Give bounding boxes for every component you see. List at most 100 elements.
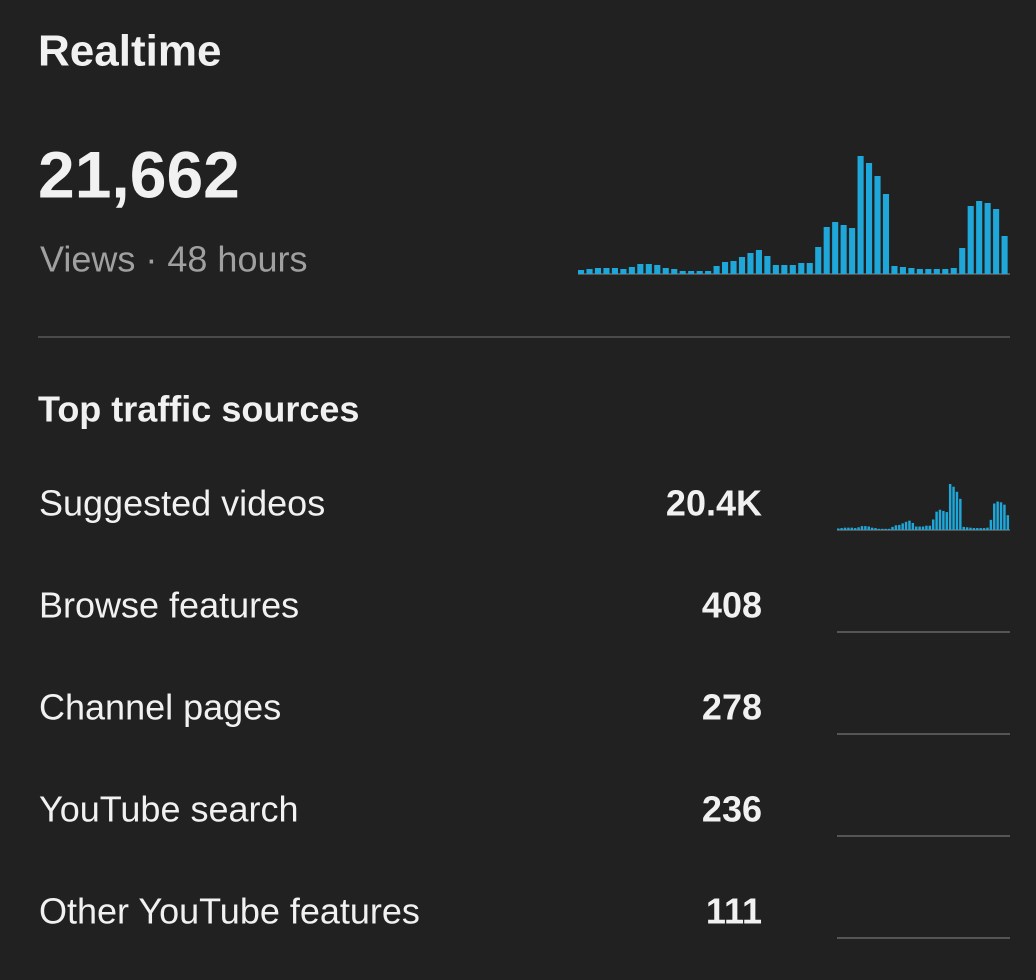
spark-bar (860, 526, 864, 530)
spark-bar (870, 527, 874, 530)
spark-bar (713, 266, 720, 274)
spark-bar (857, 156, 864, 274)
source-name: Channel pages (39, 687, 281, 728)
source-name: YouTube search (39, 789, 299, 830)
spark-bar (671, 269, 678, 274)
spark-bar (850, 527, 854, 530)
spark-bar (874, 528, 877, 530)
source-views: 236 (702, 789, 762, 830)
views-caption: Views · 48 hours (40, 239, 307, 280)
spark-bar (901, 523, 904, 530)
spark-bar (976, 528, 979, 530)
spark-bar (891, 526, 894, 530)
spark-bar (993, 209, 1000, 274)
spark-bar (945, 512, 948, 530)
spark-bar (637, 264, 644, 274)
spark-bar (696, 271, 703, 274)
spark-bar (594, 268, 602, 274)
source-views: 111 (706, 891, 762, 932)
source-views: 20.4K (666, 483, 762, 524)
spark-bar (662, 268, 669, 274)
spark-bar (984, 203, 991, 274)
spark-bar (948, 484, 952, 530)
spark-bar (857, 527, 860, 530)
spark-bar (908, 268, 915, 274)
source-name: Other YouTube features (39, 891, 420, 932)
spark-bar (965, 527, 969, 530)
spark-bar (620, 269, 627, 274)
spark-bar (928, 525, 932, 530)
spark-bar (815, 247, 822, 274)
source-name: Suggested videos (39, 483, 325, 524)
spark-bar (904, 521, 908, 530)
source-views: 408 (702, 585, 762, 626)
spark-bar (1001, 236, 1008, 274)
spark-bar (789, 265, 796, 274)
spark-bar (894, 525, 898, 530)
spark-bar (976, 201, 983, 274)
spark-bar (952, 486, 955, 530)
spark-bar (688, 271, 695, 274)
source-name: Browse features (39, 585, 299, 626)
spark-bar (898, 524, 901, 530)
spark-bar (925, 269, 932, 274)
spark-bar (843, 527, 847, 530)
spark-bar (722, 262, 729, 274)
spark-bar (847, 527, 850, 530)
spark-bar (806, 263, 813, 274)
spark-bar (969, 527, 972, 530)
spark-bar (918, 526, 921, 530)
spark-bar (823, 227, 830, 274)
spark-bar (603, 268, 610, 274)
spark-bar (942, 510, 945, 530)
spark-bar (921, 526, 925, 530)
spark-bar (840, 225, 847, 274)
spark-bar (679, 271, 686, 274)
spark-bar (874, 176, 881, 274)
spark-bar (979, 528, 982, 530)
spark-bar (915, 526, 918, 530)
spark-bar (866, 163, 873, 274)
spark-bar (798, 263, 805, 274)
spark-bar (967, 206, 974, 274)
source-views: 278 (702, 687, 762, 728)
spark-bar (628, 267, 635, 274)
spark-bar (938, 509, 942, 530)
spark-bar (962, 526, 965, 530)
card-title: Realtime (38, 27, 221, 76)
spark-bar (950, 268, 957, 274)
spark-bar (916, 269, 923, 274)
spark-bar (933, 269, 940, 274)
spark-bar (586, 269, 593, 274)
spark-bar (955, 491, 959, 530)
spark-bar (837, 528, 840, 530)
spark-bar (999, 502, 1003, 530)
spark-bar (911, 522, 915, 530)
section-title: Top traffic sources (38, 389, 359, 430)
spark-bar (747, 253, 754, 274)
spark-bar (881, 528, 884, 530)
spark-bar (705, 271, 712, 274)
spark-bar (864, 526, 867, 530)
spark-bar (959, 498, 962, 530)
spark-bar (867, 526, 870, 530)
spark-bar (645, 264, 652, 274)
spark-bar (832, 222, 839, 274)
spark-bar (1006, 515, 1010, 530)
spark-bar (755, 250, 762, 274)
spark-bar (972, 528, 976, 530)
spark-bar (764, 256, 771, 274)
spark-bar (935, 511, 938, 530)
spark-bar (654, 265, 661, 274)
spark-bar (877, 528, 881, 530)
spark-bar (840, 528, 843, 530)
spark-bar (959, 248, 966, 274)
spark-bar (611, 268, 618, 274)
spark-bar (989, 519, 993, 530)
spark-bar (578, 270, 585, 274)
spark-bar (849, 228, 856, 274)
spark-bar (738, 257, 746, 274)
spark-bar (942, 269, 949, 274)
